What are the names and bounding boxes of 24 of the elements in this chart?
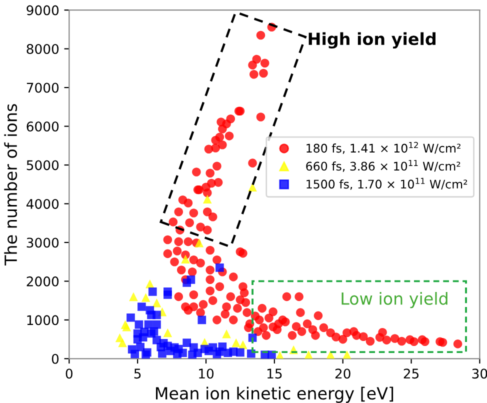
x-tick-label: 10 (199, 368, 214, 379)
y-tick-label: 7000 (26, 82, 59, 93)
y-tick-label: 9000 (26, 5, 59, 16)
x-tick-label: 20 (335, 368, 350, 379)
y-tick-label: 1000 (27, 315, 59, 326)
x-tick-label: 0 (66, 368, 72, 379)
legend-label: 180 fs, 1.41 × 10$^{12}$ W/cm² (306, 142, 460, 154)
y-tick-label: 2000 (26, 276, 59, 286)
annotation: High ion yield (308, 32, 436, 49)
y-tick-label: 4000 (26, 198, 59, 209)
annotation: Low ion yield (342, 292, 448, 308)
y-tick-label: 3000 (26, 238, 59, 248)
y-tick-label: 8000 (26, 44, 59, 54)
y-tick-label: 5000 (26, 160, 59, 170)
legend-label: 1500 fs, 1.70 × 10$^{11}$ W/cm² (306, 178, 468, 190)
y-tick-label: 0 (52, 354, 59, 364)
y-tick-label: 6000 (26, 121, 59, 132)
x-tick-label: 25 (404, 368, 419, 379)
x-tick-label: 5 (134, 368, 141, 379)
legend-label: 660 fs, 3.86 × 10$^{11}$ W/cm² (306, 160, 460, 172)
x-axis-title: Mean ion kinetic energy [eV] (156, 386, 394, 403)
x-tick-label: 15 (267, 368, 282, 379)
y-axis-title: The number of ions (4, 104, 18, 266)
x-tick-label: 30 (472, 368, 487, 379)
